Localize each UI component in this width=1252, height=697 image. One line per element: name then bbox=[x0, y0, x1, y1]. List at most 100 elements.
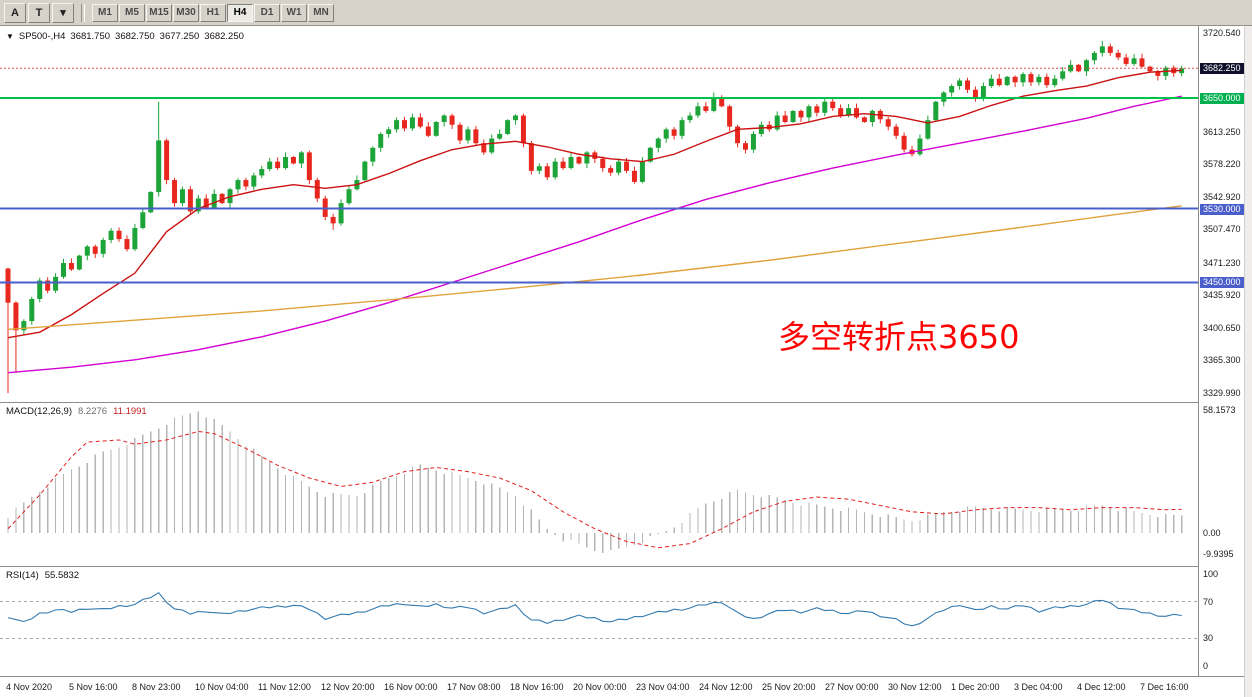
vertical-scrollbar[interactable] bbox=[1244, 26, 1252, 697]
candle-body bbox=[901, 135, 907, 150]
candle-body bbox=[13, 302, 19, 331]
candle-body bbox=[1028, 74, 1034, 83]
price-chart-canvas[interactable] bbox=[0, 26, 1198, 402]
candle-body bbox=[441, 115, 447, 122]
candle-body bbox=[861, 117, 867, 122]
candle-body bbox=[164, 140, 170, 181]
rsi-scale-tick: 100 bbox=[1203, 569, 1219, 579]
rsi-scale-tick: 30 bbox=[1203, 633, 1214, 643]
candle-body bbox=[1123, 57, 1129, 64]
price-tick: 3400.650 bbox=[1203, 323, 1241, 333]
candle-body bbox=[505, 120, 511, 134]
candle-body bbox=[1131, 58, 1137, 64]
timeframe-button-h1[interactable]: H1 bbox=[200, 3, 226, 22]
candle-body bbox=[124, 239, 130, 250]
candle-body bbox=[584, 152, 590, 164]
candle-body bbox=[489, 138, 495, 153]
candle-body bbox=[362, 161, 368, 181]
candle-body bbox=[814, 106, 820, 113]
candle-body bbox=[45, 280, 51, 291]
ma-mid-magenta bbox=[7, 95, 1182, 374]
candle-body bbox=[988, 78, 994, 87]
candle-body bbox=[933, 101, 939, 121]
candle-body bbox=[592, 152, 598, 159]
close-value: 3682.250 bbox=[204, 31, 244, 42]
candle-body bbox=[346, 189, 352, 204]
timeframe-button-h4[interactable]: H4 bbox=[227, 3, 253, 22]
time-label: 17 Nov 08:00 bbox=[447, 682, 501, 692]
candle-body bbox=[758, 124, 764, 134]
candle-body bbox=[275, 161, 281, 169]
candle-body bbox=[68, 263, 74, 270]
time-label: 7 Dec 16:00 bbox=[1140, 682, 1189, 692]
timeframe-button-m1[interactable]: M1 bbox=[92, 3, 118, 22]
timeframe-button-d1[interactable]: D1 bbox=[254, 3, 280, 22]
candle-body bbox=[84, 246, 90, 256]
price-tick: 3329.990 bbox=[1203, 388, 1241, 398]
time-label: 24 Nov 12:00 bbox=[699, 682, 753, 692]
chart-ohlc-header: ▼ SP500-,H4 3681.750 3682.750 3677.250 3… bbox=[6, 31, 244, 42]
cursor-tool-button[interactable]: A bbox=[4, 2, 26, 23]
candle-body bbox=[544, 166, 550, 178]
candle-body bbox=[61, 263, 67, 277]
macd-panel-label: MACD(12,26,9) 8.2276 11.1991 bbox=[6, 406, 147, 417]
candle-body bbox=[37, 280, 43, 299]
candle-body bbox=[822, 101, 828, 113]
timeframe-button-w1[interactable]: W1 bbox=[281, 3, 307, 22]
candle-body bbox=[283, 157, 289, 169]
candle-body bbox=[790, 110, 796, 122]
time-label: 20 Nov 00:00 bbox=[573, 682, 627, 692]
timeframe-button-m5[interactable]: M5 bbox=[119, 3, 145, 22]
candle-body bbox=[219, 193, 225, 204]
time-label: 5 Nov 16:00 bbox=[69, 682, 118, 692]
candle-body bbox=[639, 161, 645, 182]
candle-body bbox=[1147, 66, 1153, 72]
ma-slow-orange bbox=[7, 205, 1182, 331]
candle-body bbox=[854, 108, 860, 118]
price-tick: 3578.220 bbox=[1203, 159, 1241, 169]
candle-body bbox=[108, 230, 114, 240]
timeframe-button-m15[interactable]: M15 bbox=[146, 3, 172, 22]
objects-dropdown-button[interactable]: ▾ bbox=[52, 2, 74, 23]
candle-body bbox=[497, 133, 503, 139]
candle-body bbox=[394, 120, 400, 130]
time-label: 3 Dec 04:00 bbox=[1014, 682, 1063, 692]
candle-body bbox=[100, 239, 106, 254]
text-tool-button[interactable]: T bbox=[28, 2, 50, 23]
candle-body bbox=[1060, 71, 1066, 79]
price-tick: 3507.470 bbox=[1203, 224, 1241, 234]
candle-body bbox=[520, 115, 526, 144]
time-label: 18 Nov 16:00 bbox=[510, 682, 564, 692]
candle-body bbox=[996, 78, 1002, 86]
candle-body bbox=[53, 276, 59, 291]
candle-body bbox=[727, 106, 733, 127]
candle-body bbox=[513, 115, 519, 121]
candle-body bbox=[251, 175, 257, 187]
candle-body bbox=[576, 157, 582, 164]
candle-body bbox=[1076, 64, 1082, 72]
price-level-badge: 3650.000 bbox=[1200, 93, 1244, 104]
candle-body bbox=[306, 152, 312, 181]
candle-body bbox=[433, 121, 439, 136]
toolbar: A T ▾ M1 M5 M15 M30 H1 H4 D1 W1 MN bbox=[0, 0, 1252, 26]
candle-body bbox=[267, 161, 273, 169]
rsi-indicator-canvas[interactable] bbox=[0, 566, 1198, 676]
macd-scale-tick: 58.1573 bbox=[1203, 405, 1236, 415]
candle-body bbox=[798, 110, 804, 118]
candle-body bbox=[1099, 46, 1105, 53]
candle-body bbox=[631, 170, 637, 182]
candle-body bbox=[1083, 60, 1089, 72]
timeframe-button-mn[interactable]: MN bbox=[308, 3, 334, 22]
collapse-triangle-icon[interactable]: ▼ bbox=[6, 32, 14, 41]
candle-body bbox=[647, 147, 653, 162]
chinese-text-annotation[interactable]: 多空转折点3650 bbox=[778, 318, 1020, 356]
candle-body bbox=[425, 126, 431, 136]
macd-name: MACD(12,26,9) bbox=[6, 406, 72, 417]
candle-body bbox=[338, 203, 344, 224]
candle-body bbox=[140, 212, 146, 228]
candle-body bbox=[624, 161, 630, 171]
timeframe-button-m30[interactable]: M30 bbox=[173, 3, 199, 22]
macd-indicator-canvas[interactable] bbox=[0, 402, 1198, 566]
candle-body bbox=[29, 298, 35, 322]
candle-body bbox=[203, 198, 209, 208]
